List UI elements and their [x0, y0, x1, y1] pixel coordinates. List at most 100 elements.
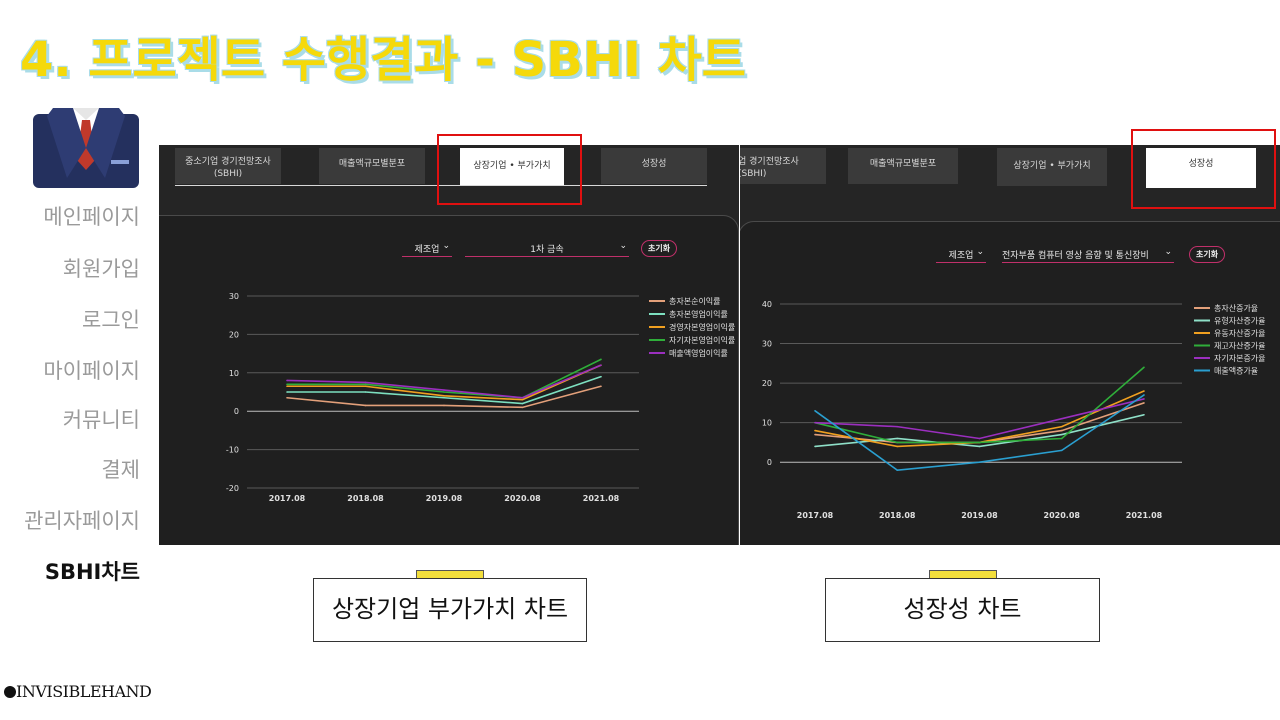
- x-tick-label: 2017.08: [797, 511, 834, 520]
- tab-sales-distribution[interactable]: 매출액규모별분포: [848, 148, 958, 184]
- chevron-down-icon: ⌄: [1164, 247, 1172, 257]
- nav-item-login[interactable]: 로그인: [82, 308, 140, 332]
- y-tick-label: -10: [226, 446, 239, 455]
- value-added-line-chart: 30 20 10 0 -10 -20 2017.08 2018.08 2019.08 2020.0…: [226, 292, 735, 503]
- legend-label: 자기자본증가율: [1214, 354, 1266, 363]
- y-tick-label: 10: [762, 419, 772, 428]
- data-point: [600, 375, 602, 378]
- right-screenshot-panel: 업 경기전망조사 (SBHI) 매출액규모별분포 상장기업 • 부가가치 성장성…: [740, 145, 1280, 545]
- data-point: [1060, 449, 1063, 452]
- left-screenshot-panel: 중소기업 경기전망조사 (SBHI) 매출액규모별분포 상장기업 • 부가가치 …: [159, 145, 739, 545]
- data-point: [286, 379, 288, 382]
- data-point: [1143, 390, 1145, 392]
- slide-title: 4. 프로젝트 수행결과 - SBHI 차트: [20, 32, 746, 88]
- left-chart-card: [159, 215, 739, 545]
- data-point: [896, 445, 899, 448]
- legend-label: 자기자본영업이익률: [669, 335, 735, 345]
- caption-value-added-chart: 상장기업 부가가치 차트: [313, 578, 587, 642]
- data-point: [286, 383, 288, 386]
- data-point: [443, 391, 445, 393]
- data-point: [1143, 366, 1145, 369]
- data-point: [814, 429, 816, 432]
- data-point: [1143, 398, 1145, 400]
- x-tick-label: 2018.08: [879, 511, 916, 520]
- data-point: [1060, 437, 1063, 440]
- nav-item-community[interactable]: 커뮤니티: [62, 408, 140, 432]
- nav-item-sbhi-chart[interactable]: SBHI차트: [44, 560, 140, 584]
- x-tick-label: 2018.08: [347, 494, 384, 503]
- x-tick-label: 2021.08: [583, 494, 620, 503]
- caption-growth-chart: 성장성 차트: [825, 578, 1100, 642]
- legend-label: 경영자본영업이익률: [669, 322, 735, 332]
- data-point: [364, 381, 367, 384]
- subindustry-select[interactable]: 전자부품 컴퓨터 영상 음향 및 통신장비 ⌄: [1002, 247, 1174, 263]
- data-point: [364, 404, 367, 407]
- legend-label: 총자본영업이익률: [669, 309, 728, 319]
- legend-label: 유형자산증가율: [1214, 316, 1266, 326]
- data-point: [978, 445, 981, 448]
- legend-label: 유동자산증가율: [1214, 328, 1266, 338]
- data-point: [978, 441, 981, 444]
- reset-button[interactable]: 초기화: [641, 240, 678, 257]
- data-point: [286, 385, 288, 388]
- legend-label: 매출액영업이익률: [669, 348, 728, 358]
- logo-text: INVISIBLEHAND: [16, 682, 152, 701]
- data-point: [814, 410, 816, 412]
- tab-sbhi[interactable]: 업 경기전망조사 (SBHI): [740, 148, 826, 184]
- data-point: [600, 358, 602, 361]
- subindustry-select-value: 1차 금속: [530, 245, 564, 255]
- chevron-down-icon: ⌄: [976, 247, 984, 257]
- legend-label: 총자본순이익률: [669, 296, 721, 306]
- data-point: [443, 395, 445, 397]
- tab-sales-distribution[interactable]: 매출액규모별분포: [319, 148, 425, 184]
- growth-line-chart: 40 30 20 10 0 2017.08 2018.08 2019.08 2020.08 202…: [762, 300, 1266, 520]
- data-point: [1060, 425, 1063, 428]
- tab-growth[interactable]: 성장성: [601, 148, 707, 184]
- y-tick-label: 0: [234, 407, 239, 416]
- x-tick-label: 2019.08: [961, 511, 998, 520]
- y-tick-label: 20: [229, 330, 239, 339]
- tab-sbhi[interactable]: 중소기업 경기전망조사 (SBHI): [175, 148, 281, 184]
- tab-listed-value-added[interactable]: 상장기업 • 부가가치: [997, 148, 1107, 186]
- data-point: [814, 421, 816, 424]
- data-point: [443, 404, 445, 407]
- subindustry-select[interactable]: 1차 금속 ⌄: [465, 241, 629, 257]
- data-point: [443, 389, 445, 391]
- data-point: [896, 425, 899, 428]
- y-tick-label: 20: [762, 379, 772, 388]
- nav-item-admin[interactable]: 관리자페이지: [24, 509, 140, 533]
- nav-item-signup[interactable]: 회원가입: [62, 257, 140, 281]
- suit-avatar-icon: [33, 108, 139, 188]
- logo-mark-icon: [4, 686, 16, 698]
- data-point: [364, 391, 367, 393]
- data-point: [1143, 413, 1145, 416]
- y-tick-label: 0: [767, 458, 772, 467]
- data-point: [521, 402, 524, 405]
- nav-item-main[interactable]: 메인페이지: [43, 205, 140, 229]
- tab-growth[interactable]: 성장성: [1146, 148, 1256, 188]
- nav-item-payment[interactable]: 결제: [101, 458, 140, 482]
- data-point: [1060, 417, 1063, 420]
- data-point: [364, 383, 367, 386]
- data-point: [814, 445, 816, 448]
- chevron-down-icon: ⌄: [442, 241, 450, 251]
- tab-listed-value-added[interactable]: 상장기업 • 부가가치: [460, 148, 564, 186]
- data-point: [521, 396, 524, 399]
- industry-select[interactable]: 제조업 ⌄: [402, 241, 452, 257]
- data-point: [364, 385, 367, 388]
- industry-select-value: 제조업: [948, 251, 974, 261]
- nav-item-mypage[interactable]: 마이페이지: [43, 359, 140, 383]
- industry-select[interactable]: 제조업 ⌄: [936, 247, 986, 263]
- reset-button[interactable]: 초기화: [1189, 246, 1226, 263]
- series-line: [814, 366, 1145, 444]
- data-point: [600, 364, 602, 366]
- active-tab-highlight: [1131, 129, 1276, 209]
- y-tick-label: 40: [762, 300, 772, 309]
- subindustry-select-value: 전자부품 컴퓨터 영상 음향 및 통신장비: [1002, 251, 1149, 261]
- tab-underline: [175, 185, 707, 186]
- legend-label: 총자산증가율: [1214, 303, 1258, 313]
- data-point: [286, 396, 288, 399]
- x-tick-label: 2017.08: [269, 494, 306, 503]
- data-point: [814, 433, 816, 436]
- data-point: [978, 437, 981, 440]
